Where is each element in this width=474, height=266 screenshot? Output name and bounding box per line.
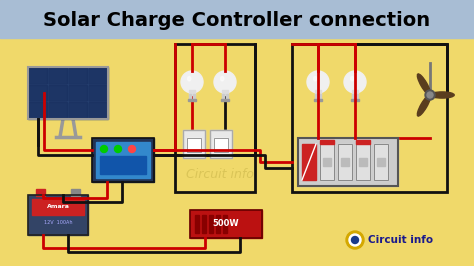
Bar [189, 94, 191, 99]
Bar [356, 140, 370, 144]
Ellipse shape [417, 74, 430, 95]
Bar [210, 130, 232, 158]
Bar [377, 158, 385, 166]
Bar [222, 94, 224, 99]
Bar [48, 102, 67, 118]
Bar [32, 199, 84, 215]
Bar [195, 215, 199, 233]
Circle shape [128, 146, 136, 152]
Bar [222, 90, 228, 95]
Circle shape [181, 71, 203, 93]
Bar [190, 210, 262, 238]
Bar [89, 68, 108, 84]
Bar [351, 99, 359, 101]
Ellipse shape [417, 95, 430, 116]
Bar [214, 138, 228, 152]
Circle shape [344, 71, 366, 93]
Bar [220, 99, 229, 101]
Circle shape [100, 146, 108, 152]
Circle shape [307, 71, 329, 93]
Circle shape [425, 90, 435, 100]
Bar [315, 90, 321, 95]
Bar [188, 99, 196, 101]
Text: Amara: Amara [46, 205, 69, 210]
Bar [341, 158, 349, 166]
Bar [28, 67, 108, 119]
Ellipse shape [188, 77, 191, 81]
Bar [302, 144, 316, 180]
Bar [193, 94, 195, 99]
Bar [292, 44, 447, 192]
Circle shape [115, 146, 121, 152]
Circle shape [214, 71, 236, 93]
Bar [320, 140, 334, 144]
Text: 500W: 500W [213, 219, 239, 228]
Circle shape [349, 234, 361, 246]
Text: Solar Charge Controller connection: Solar Charge Controller connection [44, 10, 430, 30]
Text: 12V  100Ah: 12V 100Ah [44, 221, 72, 226]
Bar [319, 94, 321, 99]
Bar [28, 67, 108, 119]
Bar [352, 94, 354, 99]
Bar [189, 90, 195, 95]
Bar [48, 68, 67, 84]
Bar [190, 210, 262, 238]
Bar [183, 130, 205, 158]
Circle shape [427, 92, 433, 98]
Bar [69, 85, 88, 101]
Bar [28, 85, 47, 101]
Text: Circuit info: Circuit info [186, 168, 254, 181]
Ellipse shape [351, 77, 354, 81]
Bar [320, 144, 334, 180]
Bar [89, 102, 108, 118]
Bar [359, 158, 367, 166]
Text: Circuit info: Circuit info [368, 235, 433, 245]
Bar [216, 215, 220, 233]
Bar [315, 94, 317, 99]
Bar [356, 144, 370, 180]
Bar [69, 68, 88, 84]
Bar [175, 44, 255, 192]
Bar [100, 156, 146, 174]
Bar [226, 94, 228, 99]
Bar [314, 99, 322, 101]
Bar [214, 138, 228, 152]
Bar [28, 195, 88, 235]
Bar [28, 195, 88, 235]
Bar [374, 144, 388, 180]
Bar [356, 144, 370, 180]
Bar [298, 138, 398, 186]
Circle shape [346, 231, 364, 249]
Bar [209, 215, 213, 233]
Bar [352, 90, 358, 95]
Bar [89, 85, 108, 101]
Bar [0, 0, 474, 38]
Circle shape [352, 236, 358, 243]
Bar [320, 144, 334, 180]
Bar [338, 144, 352, 180]
Bar [28, 102, 47, 118]
Bar [96, 142, 150, 178]
Bar [223, 215, 227, 233]
Bar [356, 94, 358, 99]
Bar [202, 215, 206, 233]
Bar [374, 144, 388, 180]
Bar [28, 68, 47, 84]
Bar [92, 138, 154, 182]
Bar [323, 158, 331, 166]
Bar [210, 130, 232, 158]
Ellipse shape [430, 92, 454, 98]
Bar [187, 138, 201, 152]
Bar [71, 189, 80, 196]
Bar [183, 130, 205, 158]
Bar [92, 138, 154, 182]
Bar [298, 138, 398, 186]
Bar [69, 102, 88, 118]
Bar [48, 85, 67, 101]
Ellipse shape [220, 77, 224, 81]
Bar [36, 189, 45, 196]
Bar [187, 138, 201, 152]
Bar [338, 144, 352, 180]
Ellipse shape [314, 77, 317, 81]
